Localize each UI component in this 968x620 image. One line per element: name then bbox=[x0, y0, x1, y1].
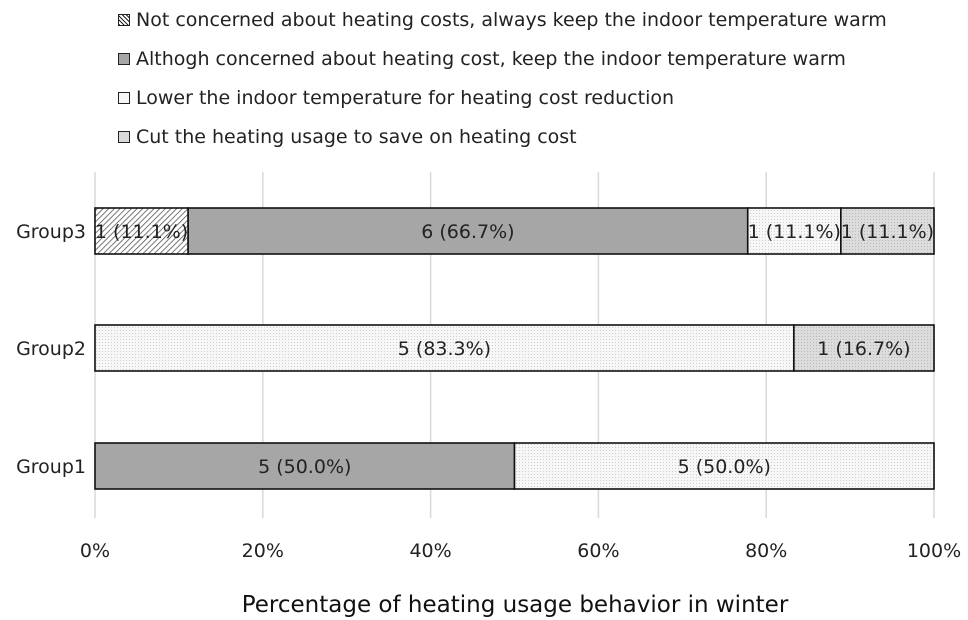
data-label: 1 (11.1%) bbox=[841, 221, 934, 243]
bar-segment bbox=[840, 207, 935, 255]
x-tick-label: 0% bbox=[80, 540, 110, 562]
legend: Not concerned about heating costs, alway… bbox=[118, 0, 887, 156]
y-tick-label: Group3 bbox=[16, 221, 86, 243]
legend-item: Lower the indoor temperature for heating… bbox=[118, 78, 887, 117]
x-axis: 0% 20% 40% 60% 80% 100% bbox=[80, 540, 961, 562]
bar-segment bbox=[793, 324, 935, 372]
x-axis-title: Percentage of heating usage behavior in … bbox=[242, 592, 789, 618]
legend-label: Althogh concerned about heating cost, ke… bbox=[136, 47, 846, 70]
bar-segment bbox=[746, 207, 842, 255]
data-label: 6 (66.7%) bbox=[421, 221, 514, 243]
data-label: 1 (11.1%) bbox=[95, 221, 188, 243]
legend-label: Lower the indoor temperature for heating… bbox=[136, 86, 675, 109]
bar-segment bbox=[513, 442, 935, 490]
legend-item: Not concerned about heating costs, alway… bbox=[118, 0, 887, 39]
x-tick-label: 20% bbox=[242, 540, 284, 562]
bar-segment bbox=[94, 442, 516, 490]
data-label: 5 (83.3%) bbox=[398, 338, 491, 360]
x-tick-label: 60% bbox=[577, 540, 619, 562]
data-label: 5 (50.0%) bbox=[678, 456, 771, 478]
legend-label: Not concerned about heating costs, alway… bbox=[136, 8, 887, 31]
legend-item: Althogh concerned about heating cost, ke… bbox=[118, 39, 887, 78]
x-tick-label: 80% bbox=[745, 540, 787, 562]
bar-segment bbox=[94, 324, 795, 372]
bars: 1 (11.1%) 6 (66.7%) 1 (11.1%) 1 (11.1%)5 (8… bbox=[94, 207, 935, 490]
x-tick-label: 100% bbox=[907, 540, 961, 562]
data-label: 1 (11.1%) bbox=[748, 221, 841, 243]
data-label: 1 (16.7%) bbox=[817, 338, 910, 360]
legend-swatch-hatched bbox=[118, 13, 130, 26]
y-tick-label: Group2 bbox=[16, 338, 86, 360]
legend-swatch-dark bbox=[118, 52, 130, 65]
y-axis: Group3 Group2 Group1 bbox=[16, 221, 86, 478]
y-tick-label: Group1 bbox=[16, 456, 86, 478]
x-tick-label: 40% bbox=[409, 540, 451, 562]
legend-swatch-white bbox=[118, 91, 130, 104]
legend-swatch-light bbox=[118, 130, 130, 143]
data-label: 5 (50.0%) bbox=[258, 456, 351, 478]
legend-item: Cut the heating usage to save on heating… bbox=[118, 117, 887, 156]
bar-segment bbox=[94, 207, 189, 255]
legend-label: Cut the heating usage to save on heating… bbox=[136, 125, 577, 148]
